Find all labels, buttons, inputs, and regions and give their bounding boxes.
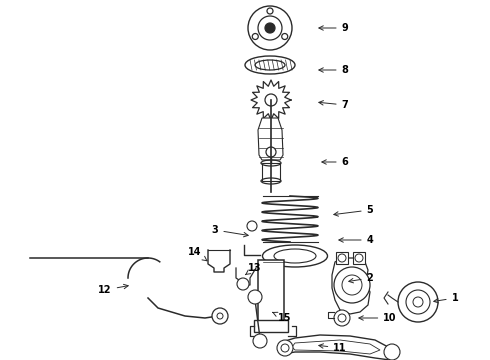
Circle shape bbox=[265, 23, 275, 33]
Circle shape bbox=[267, 8, 273, 14]
Bar bbox=[254, 320, 288, 332]
Circle shape bbox=[252, 33, 258, 40]
Circle shape bbox=[334, 310, 350, 326]
Text: 7: 7 bbox=[319, 100, 348, 110]
Circle shape bbox=[237, 278, 249, 290]
Text: 13: 13 bbox=[245, 263, 262, 275]
Polygon shape bbox=[280, 335, 395, 360]
Text: 8: 8 bbox=[319, 65, 348, 75]
Bar bbox=[336, 252, 348, 264]
Text: 5: 5 bbox=[334, 205, 373, 216]
Text: 10: 10 bbox=[359, 313, 397, 323]
Circle shape bbox=[398, 282, 438, 322]
Text: 2: 2 bbox=[349, 273, 373, 283]
Circle shape bbox=[247, 221, 257, 231]
Bar bbox=[258, 260, 284, 325]
Circle shape bbox=[248, 290, 262, 304]
Circle shape bbox=[338, 254, 346, 262]
Polygon shape bbox=[292, 340, 380, 354]
Text: 9: 9 bbox=[319, 23, 348, 33]
Text: 4: 4 bbox=[339, 235, 373, 245]
Circle shape bbox=[355, 254, 363, 262]
Bar bbox=[262, 163, 280, 181]
Text: 1: 1 bbox=[434, 293, 458, 303]
Circle shape bbox=[384, 344, 400, 360]
Text: 14: 14 bbox=[188, 247, 207, 261]
Text: 15: 15 bbox=[273, 312, 292, 323]
Circle shape bbox=[277, 340, 293, 356]
Circle shape bbox=[212, 308, 228, 324]
Polygon shape bbox=[332, 258, 370, 314]
Text: 12: 12 bbox=[98, 284, 128, 295]
Text: 11: 11 bbox=[319, 343, 347, 353]
Circle shape bbox=[265, 94, 277, 106]
Circle shape bbox=[413, 297, 423, 307]
Text: 6: 6 bbox=[322, 157, 348, 167]
Ellipse shape bbox=[263, 245, 327, 267]
Circle shape bbox=[253, 334, 267, 348]
Polygon shape bbox=[258, 118, 283, 160]
Bar bbox=[353, 252, 365, 264]
Circle shape bbox=[282, 33, 288, 40]
Text: 3: 3 bbox=[212, 225, 248, 237]
Circle shape bbox=[334, 267, 370, 303]
Circle shape bbox=[266, 147, 276, 157]
